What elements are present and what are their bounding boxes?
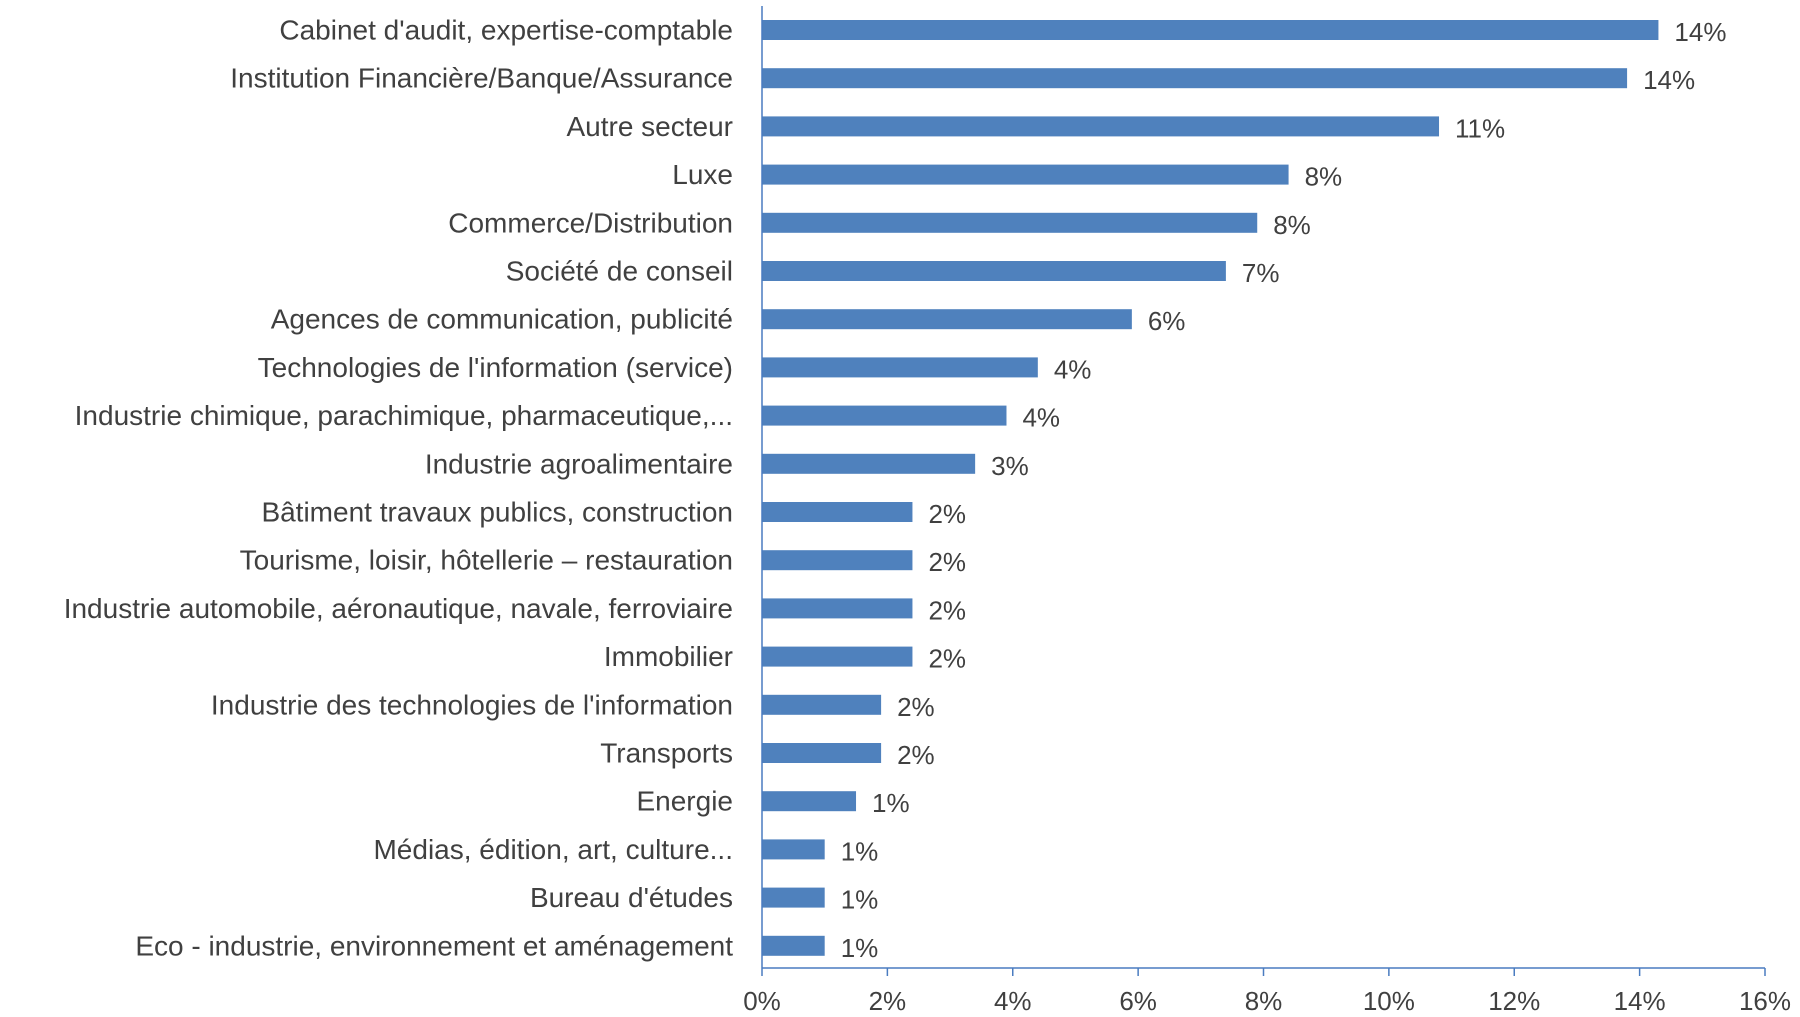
data-label: 1% [841, 836, 879, 866]
category-label: Commerce/Distribution [448, 207, 733, 238]
data-label: 3% [991, 451, 1029, 481]
data-label: 1% [872, 788, 910, 818]
category-label: Autre secteur [566, 111, 733, 142]
data-label: 14% [1643, 65, 1695, 95]
category-label: Energie [636, 786, 733, 817]
x-tick-label: 10% [1363, 986, 1415, 1016]
category-label: Institution Financière/Banque/Assurance [230, 63, 733, 94]
bar [762, 646, 913, 667]
data-label: 1% [841, 885, 879, 915]
data-label: 1% [841, 933, 879, 963]
bars-layer [762, 20, 1659, 956]
x-tick-label: 2% [869, 986, 907, 1016]
data-label: 14% [1674, 17, 1726, 47]
data-label: 2% [928, 644, 966, 674]
bar [762, 405, 1007, 426]
category-label: Tourisme, loisir, hôtellerie – restaurat… [240, 545, 733, 576]
bar [762, 357, 1038, 378]
bar [762, 261, 1226, 281]
bar [762, 935, 825, 956]
category-label: Industrie des technologies de l'informat… [211, 689, 733, 720]
x-tick-label: 6% [1119, 986, 1157, 1016]
x-tick-label: 12% [1488, 986, 1540, 1016]
category-label: Bâtiment travaux publics, construction [261, 497, 733, 528]
data-label: 2% [897, 692, 935, 722]
x-tick-label: 8% [1245, 986, 1283, 1016]
bar [762, 453, 976, 474]
x-tick-label: 4% [994, 986, 1032, 1016]
category-label: Eco - industrie, environnement et aménag… [135, 930, 733, 961]
category-label: Industrie agroalimentaire [425, 448, 733, 479]
category-labels: Cabinet d'audit, expertise-comptable Inst… [64, 15, 734, 962]
data-label: 2% [928, 595, 966, 625]
bar [762, 164, 1289, 185]
x-tick-label: 0% [743, 986, 781, 1016]
bar [762, 550, 913, 571]
bar [762, 743, 882, 763]
data-label: 2% [928, 499, 966, 529]
bar [762, 502, 913, 522]
bar [762, 887, 825, 908]
category-label: Immobilier [604, 641, 733, 672]
category-label: Agences de communication, publicité [271, 304, 733, 335]
bar [762, 598, 913, 619]
category-label: Transports [600, 738, 733, 769]
bar [762, 68, 1628, 89]
category-label: Industrie chimique, parachimique, pharma… [75, 400, 733, 431]
x-tick-label: 16% [1739, 986, 1791, 1016]
category-label: Luxe [672, 159, 733, 190]
bar [762, 791, 857, 812]
bar [762, 839, 825, 860]
data-label: 4% [1054, 354, 1092, 384]
bar [762, 309, 1132, 330]
category-label: Industrie automobile, aéronautique, nava… [64, 593, 733, 624]
bar [762, 212, 1258, 233]
category-label: Médias, édition, art, culture... [373, 834, 733, 865]
data-label: 6% [1148, 306, 1186, 336]
x-tick-label: 14% [1614, 986, 1666, 1016]
bar [762, 116, 1440, 137]
category-label: Société de conseil [506, 256, 733, 287]
category-label: Cabinet d'audit, expertise-comptable [279, 15, 733, 46]
bar [762, 694, 882, 715]
category-label: Technologies de l'information (service) [258, 352, 733, 383]
data-label: 2% [928, 547, 966, 577]
data-label: 2% [897, 740, 935, 770]
data-label: 7% [1242, 258, 1280, 288]
data-label: 8% [1273, 210, 1311, 240]
data-label: 8% [1305, 162, 1343, 192]
category-label: Bureau d'études [530, 882, 733, 913]
data-label: 11% [1455, 113, 1505, 143]
bar [762, 20, 1659, 40]
data-label: 4% [1022, 403, 1060, 433]
x-axis: 0% 2% 4% 6% 8% 10% 12% 14% 16% [743, 6, 1791, 1016]
data-labels: 14% 14% 11% 8% 8% 7% 6% 4% 4% 3% 2% 2% 2% 2% 2% 2% 1% 1% 1… [841, 17, 1727, 963]
